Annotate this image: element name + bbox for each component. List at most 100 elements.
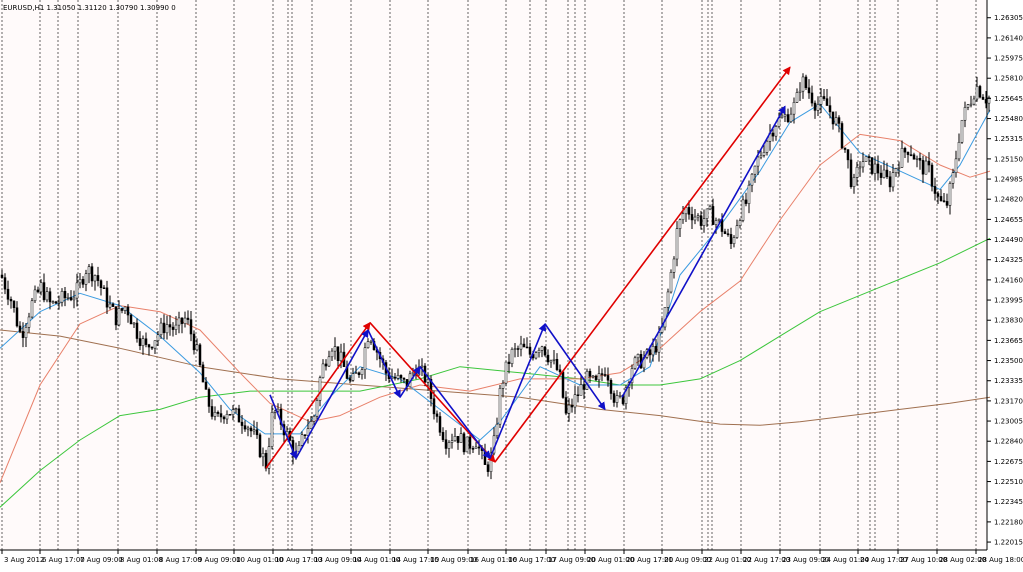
candle-body: [693, 216, 697, 221]
candle-body: [18, 325, 22, 332]
y-tick-label: 1.24985: [994, 176, 1023, 184]
candle-body: [267, 446, 271, 469]
candle-body: [678, 219, 682, 229]
x-tick-label: 20 Aug 01:00: [587, 556, 634, 564]
candle-body: [327, 356, 331, 367]
red-trend-line[interactable]: [265, 321, 371, 469]
candle-body: [936, 193, 940, 197]
candle-body: [612, 393, 616, 403]
candle-body: [177, 317, 181, 326]
candle-body: [99, 280, 103, 289]
candle-body: [609, 380, 613, 394]
candle-body: [315, 400, 319, 417]
candle-body: [399, 375, 403, 379]
candle-body: [147, 344, 151, 348]
candle-body: [324, 363, 328, 367]
candle-body: [753, 165, 757, 175]
candle-body: [975, 86, 979, 100]
blue-trend-line[interactable]: [399, 365, 421, 398]
x-tick-label: 10 Aug 17:00: [275, 556, 322, 564]
blue-trend-line[interactable]: [544, 323, 606, 411]
candles: [0, 73, 991, 480]
y-tick-label: 1.23170: [994, 397, 1023, 405]
blue-trend-line[interactable]: [269, 394, 298, 460]
candle-body: [648, 349, 652, 356]
candle-body: [459, 433, 463, 443]
x-tick-label: 3 Aug 2012: [4, 556, 44, 564]
candle-body: [630, 368, 634, 384]
candle-body: [549, 360, 553, 363]
candle-body: [210, 406, 214, 417]
candle-body: [36, 289, 40, 293]
candle-body: [453, 436, 457, 442]
candle-body: [804, 76, 808, 89]
candle-body: [600, 373, 604, 375]
trend-lines[interactable]: [265, 66, 791, 469]
candle-body: [438, 416, 442, 433]
candle-body: [135, 322, 139, 339]
candle-body: [213, 411, 217, 417]
candle-body: [987, 97, 991, 104]
candle-body: [726, 233, 730, 235]
blue-trend-line[interactable]: [419, 366, 491, 460]
y-tick-label: 1.25150: [994, 155, 1023, 163]
blue-trend-line[interactable]: [367, 329, 401, 399]
candle-body: [87, 266, 91, 275]
candle-body: [501, 382, 505, 389]
blue-trend-line[interactable]: [621, 105, 786, 398]
candle-body: [48, 291, 52, 303]
candle-body: [51, 301, 55, 303]
candle-body: [153, 340, 157, 349]
candle-body: [30, 300, 34, 318]
candle-body: [585, 370, 589, 390]
candle-body: [117, 308, 121, 326]
blue-trend-line[interactable]: [295, 329, 369, 459]
candle-body: [606, 375, 610, 381]
candle-body: [717, 219, 721, 221]
candle-body: [879, 172, 883, 178]
candle-body: [72, 297, 76, 301]
y-tick-label: 1.22180: [994, 518, 1023, 526]
candle-body: [957, 141, 961, 160]
candle-body: [516, 348, 520, 350]
y-tick-label: 1.23500: [994, 357, 1023, 365]
y-tick-label: 1.25810: [994, 75, 1023, 83]
candle-body: [192, 333, 196, 351]
candle-body: [525, 346, 529, 349]
candle-body: [201, 364, 205, 383]
candle-body: [21, 331, 25, 338]
candle-body: [255, 429, 259, 436]
candle-body: [234, 408, 238, 410]
candle-body: [114, 306, 118, 326]
candle-body: [27, 316, 31, 328]
y-tick-label: 1.23665: [994, 337, 1023, 345]
chart-header-title: EURUSD,H1 1.31050 1.31120 1.30790 1.3099…: [3, 4, 176, 12]
candle-body: [225, 414, 229, 420]
y-tick-label: 1.22840: [994, 438, 1023, 446]
y-tick-label: 1.25480: [994, 115, 1023, 123]
candle-body: [618, 395, 622, 397]
candle-body: [840, 123, 844, 149]
blue-trend-line[interactable]: [489, 322, 547, 459]
candle-body: [156, 334, 160, 341]
candle-body: [786, 114, 790, 122]
candle-body: [657, 332, 661, 353]
candle-body: [264, 453, 268, 469]
candle-body: [813, 102, 817, 111]
red-trend-line[interactable]: [494, 66, 791, 463]
candle-body: [750, 173, 754, 186]
candle-body: [774, 126, 778, 137]
candle-body: [180, 317, 184, 324]
candle-body: [96, 275, 100, 281]
candle-body: [363, 347, 367, 370]
candle-body: [582, 384, 586, 390]
candle-body: [432, 398, 436, 415]
candle-body: [915, 158, 919, 160]
y-tick-label: 1.23995: [994, 297, 1023, 305]
x-tick-label: 17 Aug 09:00: [548, 556, 595, 564]
candle-body: [669, 272, 673, 293]
candle-body: [873, 163, 877, 174]
candle-body: [738, 220, 742, 226]
candle-body: [741, 199, 745, 221]
